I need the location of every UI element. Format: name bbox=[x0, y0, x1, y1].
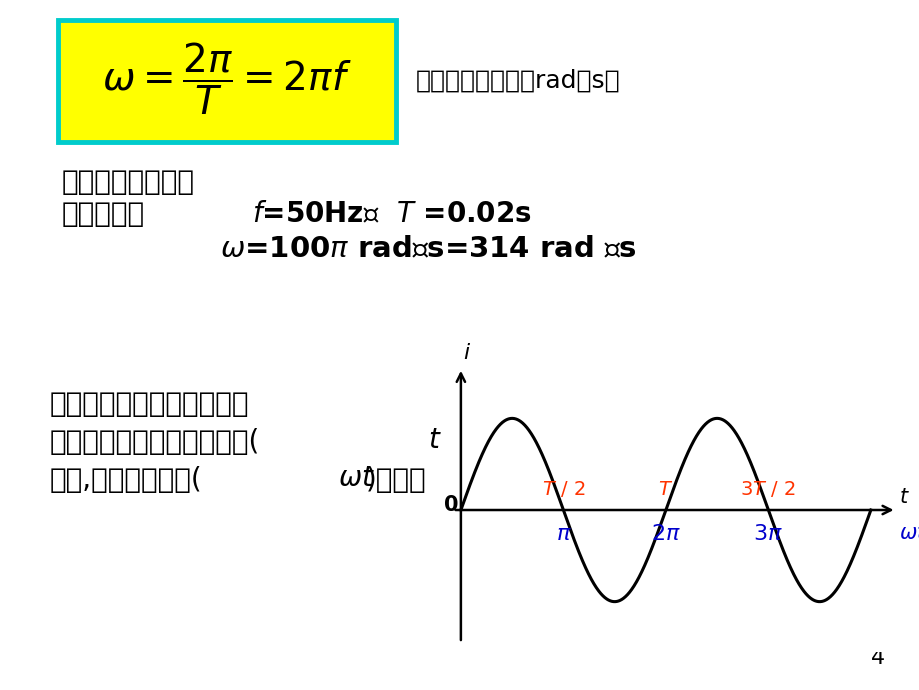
Text: $2\pi$: $2\pi$ bbox=[651, 524, 680, 544]
Text: $\omega = \dfrac{2\pi}{T} = 2\pi f$: $\omega = \dfrac{2\pi}{T} = 2\pi f$ bbox=[102, 41, 351, 117]
Text: ）: ） bbox=[445, 428, 461, 456]
Text: $f$=50Hz、  $T$ =0.02s: $f$=50Hz、 $T$ =0.02s bbox=[252, 200, 531, 228]
Text: $\pi$: $\pi$ bbox=[555, 524, 571, 544]
Text: 电角度和电角频率: 电角度和电角频率 bbox=[62, 168, 195, 196]
Text: 单位：弧度每秒（rad／s）: 单位：弧度每秒（rad／s） bbox=[415, 69, 620, 93]
Text: $t$: $t$ bbox=[898, 487, 908, 507]
Text: $3\pi$: $3\pi$ bbox=[753, 524, 782, 544]
Text: $3T\ /\ 2$: $3T\ /\ 2$ bbox=[740, 479, 796, 499]
Text: $\omega t$: $\omega t$ bbox=[898, 523, 919, 543]
Text: $i$: $i$ bbox=[463, 344, 471, 364]
Text: $\omega t$: $\omega t$ bbox=[337, 464, 375, 492]
Text: $t$: $t$ bbox=[427, 426, 441, 454]
FancyBboxPatch shape bbox=[58, 20, 395, 142]
Text: $T\ /\ 2$: $T\ /\ 2$ bbox=[541, 479, 584, 499]
Text: $\omega$=100$\pi$ rad／s=314 rad ／s: $\omega$=100$\pi$ rad／s=314 rad ／s bbox=[220, 235, 636, 263]
Text: 标轴（时间轴）既可用时间(: 标轴（时间轴）既可用时间( bbox=[50, 428, 260, 456]
Text: 正弦交流电量波形图的横坐: 正弦交流电量波形图的横坐 bbox=[50, 390, 249, 418]
Text: $T$: $T$ bbox=[658, 480, 673, 499]
Text: $\mathbf{0}$: $\mathbf{0}$ bbox=[442, 495, 458, 515]
Text: 标注,也可用电角度(: 标注,也可用电角度( bbox=[50, 466, 202, 494]
Text: )标注。: )标注。 bbox=[366, 466, 426, 494]
Text: 4: 4 bbox=[870, 648, 884, 668]
Text: 工频交流电: 工频交流电 bbox=[62, 200, 145, 228]
